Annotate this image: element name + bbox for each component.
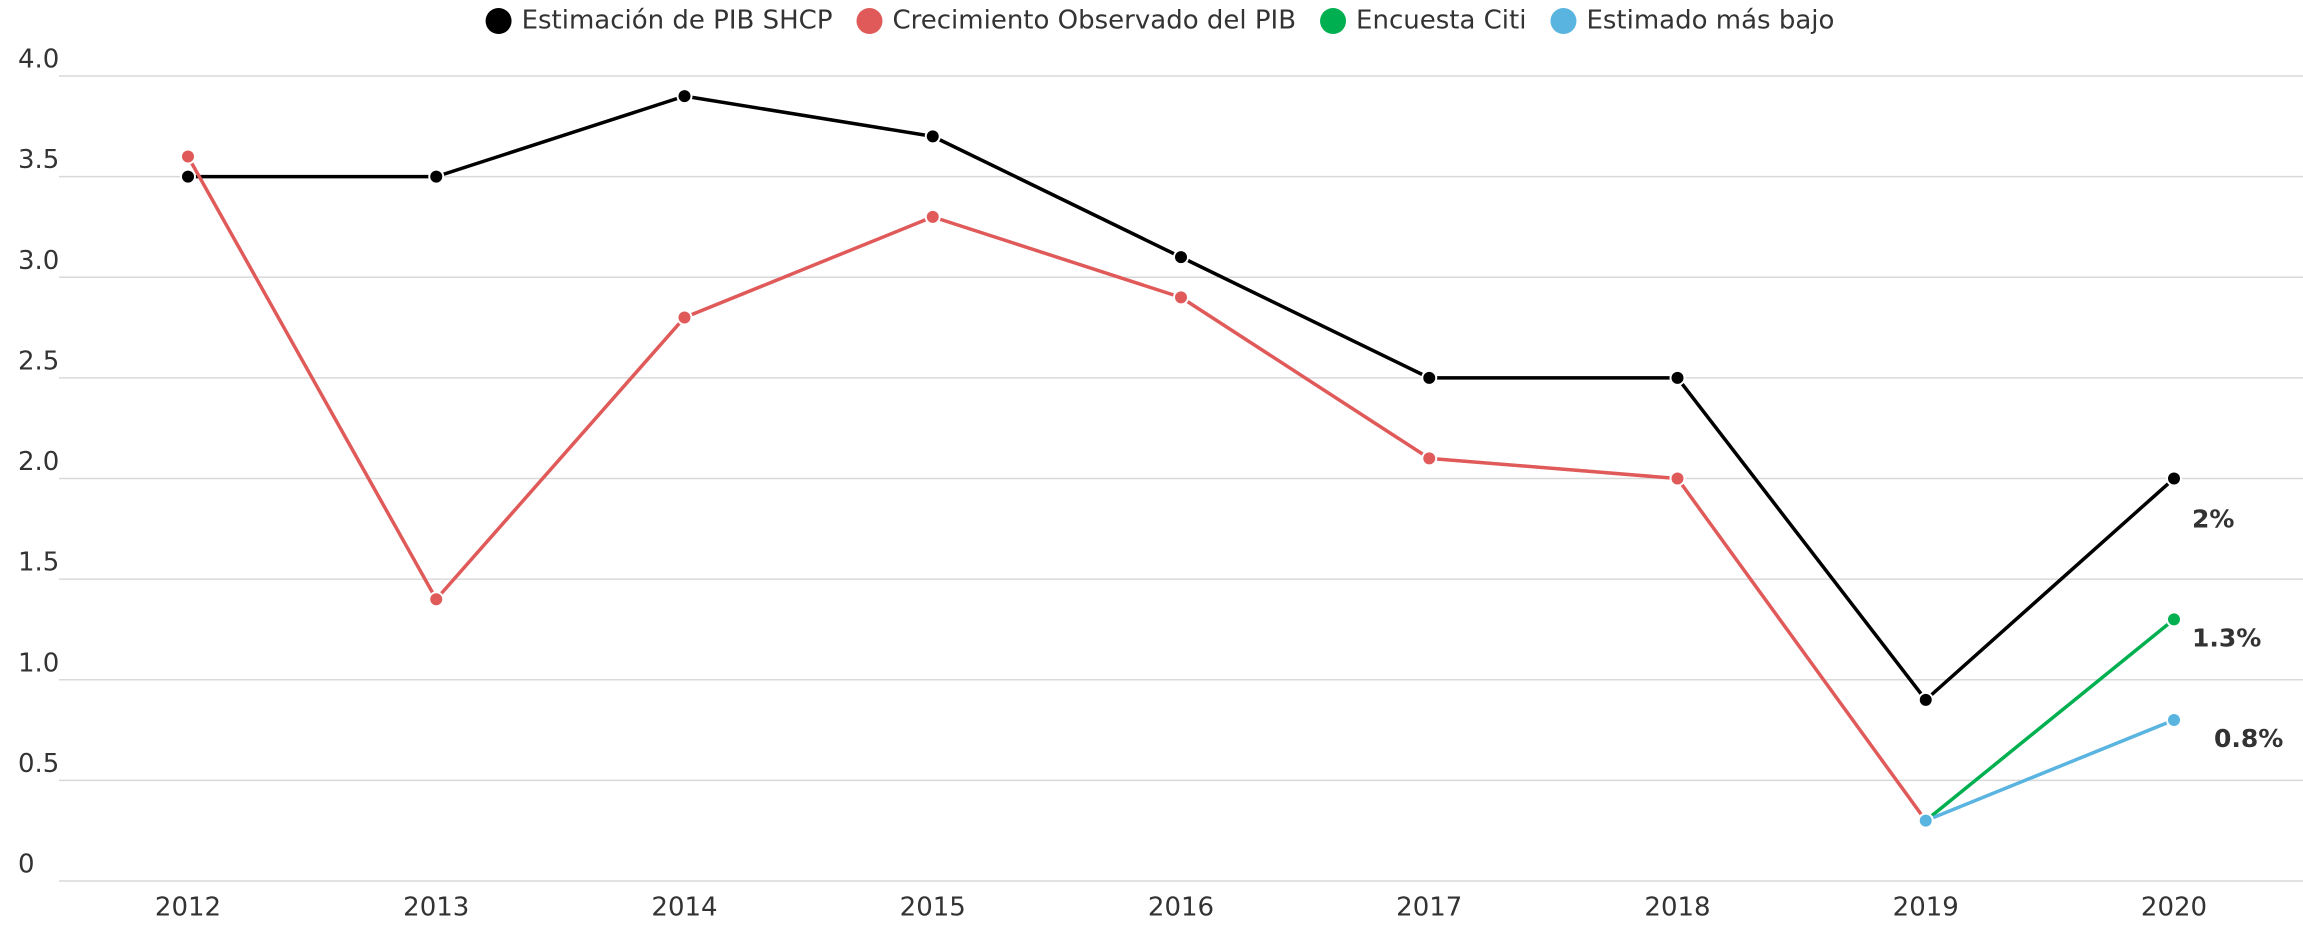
- y-tick-label: 1.5: [18, 548, 59, 578]
- series-line: [1924, 618, 2176, 822]
- legend-marker: [485, 8, 512, 34]
- y-tick-label: 2.0: [18, 447, 59, 477]
- value-label: 2%: [2192, 505, 2234, 534]
- y-tick-label: 0: [18, 850, 35, 880]
- data-point: [924, 208, 941, 225]
- legend-label: Estimado más bajo: [1586, 6, 1834, 36]
- series-line: [188, 94, 2176, 702]
- x-tick-label: 2013: [403, 893, 469, 923]
- data-point: [924, 128, 941, 145]
- data-point: [180, 168, 196, 185]
- x-tick-label: 2017: [1396, 893, 1462, 923]
- data-point: [1669, 470, 1686, 487]
- y-tick-label: 0.5: [18, 749, 59, 779]
- data-point: [428, 168, 445, 185]
- y-tick-label: 1.0: [18, 648, 59, 678]
- data-point: [1917, 691, 1934, 708]
- y-tick-label: 2.5: [18, 346, 59, 376]
- legend-marker: [1550, 8, 1577, 34]
- x-tick-label: 2020: [2141, 893, 2207, 923]
- data-point: [1669, 369, 1686, 386]
- y-tick-label: 3.5: [18, 145, 59, 175]
- x-tick-label: 2015: [900, 893, 966, 923]
- legend-label: Encuesta Citi: [1356, 6, 1526, 36]
- data-point: [2166, 470, 2182, 487]
- data-point: [676, 88, 693, 105]
- legend: Estimación de PIB SHCP Crecimiento Observ…: [485, 6, 1834, 36]
- series-line: [186, 155, 1928, 822]
- x-tick-label: 2012: [155, 893, 221, 923]
- legend-marker: [856, 8, 883, 34]
- x-tick-label: 2018: [1644, 893, 1710, 923]
- data-point: [428, 591, 445, 608]
- x-tick-label: 2019: [1893, 893, 1959, 923]
- x-tick-label: 2014: [651, 893, 717, 923]
- data-point: [1421, 450, 1438, 467]
- y-tick-label: 4.0: [18, 45, 59, 75]
- legend-label: Estimación de PIB SHCP: [522, 6, 833, 36]
- legend-label: Crecimiento Observado del PIB: [892, 6, 1296, 36]
- data-point: [2166, 712, 2182, 728]
- value-label: 0.8%: [2214, 724, 2283, 753]
- value-label: 1.3%: [2192, 623, 2261, 652]
- legend-marker: [1320, 8, 1347, 34]
- y-tick-label: 3.0: [18, 246, 59, 276]
- data-point: [1917, 812, 1934, 829]
- data-point: [1173, 249, 1189, 266]
- x-tick-label: 2016: [1148, 893, 1214, 923]
- data-point: [1173, 289, 1189, 306]
- data-point: [676, 309, 693, 326]
- data-point: [180, 148, 196, 165]
- data-point: [1421, 369, 1438, 386]
- series-line: [1925, 718, 2175, 823]
- data-point: [2166, 611, 2182, 628]
